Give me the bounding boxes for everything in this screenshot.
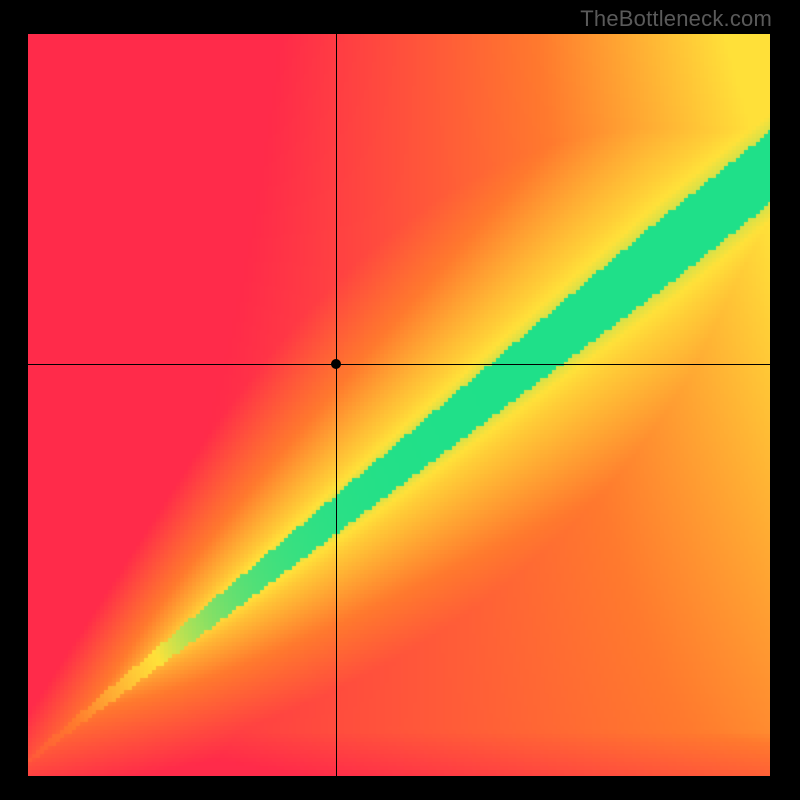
crosshair-vertical xyxy=(336,34,337,776)
heatmap-canvas xyxy=(28,34,770,776)
heatmap-plot xyxy=(28,34,770,776)
watermark-text: TheBottleneck.com xyxy=(580,6,772,32)
marker-dot xyxy=(331,359,341,369)
chart-container: TheBottleneck.com xyxy=(0,0,800,800)
crosshair-horizontal xyxy=(28,364,770,365)
